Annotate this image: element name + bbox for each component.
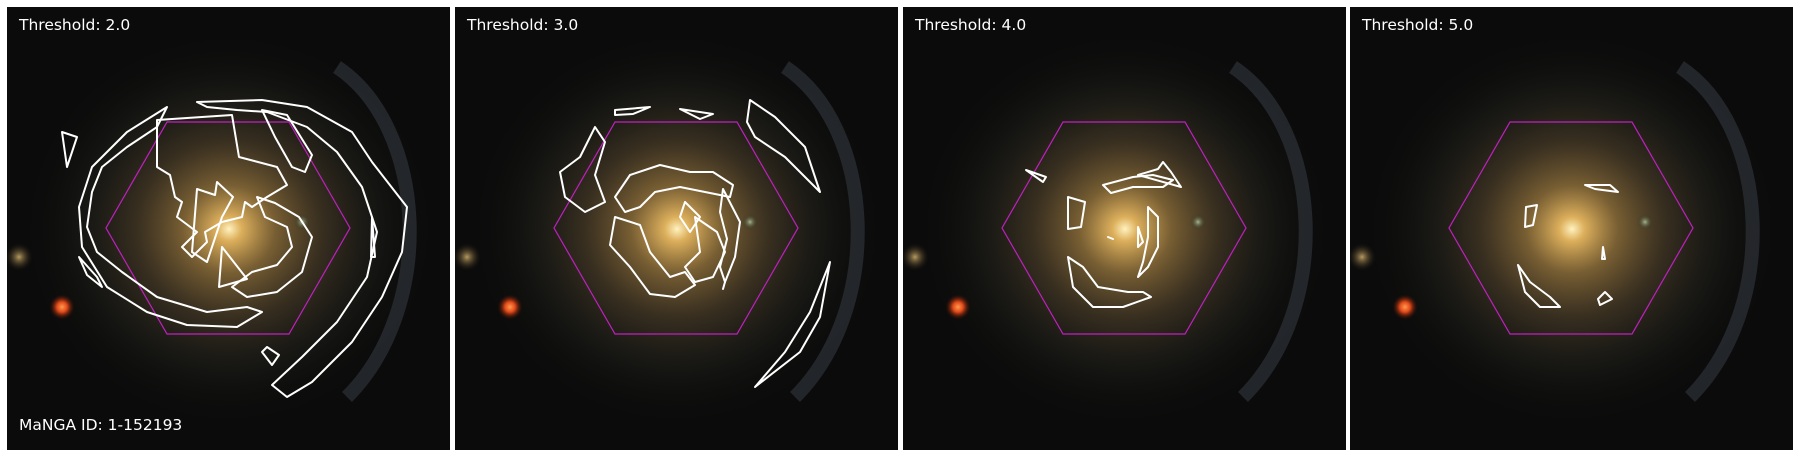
galaxy-image: [1350, 7, 1793, 450]
galaxy-image: [455, 7, 898, 450]
ifu-hexagon: [1448, 121, 1694, 335]
contour-lines: [559, 99, 831, 388]
threshold-label: Threshold: 3.0: [467, 16, 579, 34]
panel-threshold-4: Threshold: 4.0: [903, 7, 1346, 450]
threshold-label: Threshold: 5.0: [1362, 16, 1474, 34]
ifu-hexagon: [105, 121, 351, 335]
contour-lines: [61, 99, 408, 398]
threshold-label: Threshold: 2.0: [19, 16, 131, 34]
galaxy-image: [903, 7, 1346, 450]
ifu-hexagon: [1001, 121, 1247, 335]
manga-id-label: MaNGA ID: 1-152193: [19, 416, 183, 434]
galaxy-image: [7, 7, 450, 450]
ifu-hexagon: [553, 121, 799, 335]
contour-lines: [1517, 184, 1619, 308]
threshold-label: Threshold: 4.0: [915, 16, 1027, 34]
panel-threshold-2: Threshold: 2.0 MaNGA ID: 1-152193: [7, 7, 450, 450]
panel-threshold-3: Threshold: 3.0: [455, 7, 898, 450]
contour-lines: [1025, 161, 1182, 308]
panel-threshold-5: Threshold: 5.0: [1350, 7, 1793, 450]
